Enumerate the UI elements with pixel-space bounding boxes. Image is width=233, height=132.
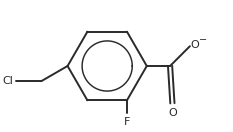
Text: Cl: Cl: [3, 76, 14, 86]
Text: F: F: [124, 117, 130, 127]
Text: O: O: [168, 108, 177, 118]
Text: O: O: [191, 40, 199, 50]
Text: −: −: [199, 35, 207, 45]
